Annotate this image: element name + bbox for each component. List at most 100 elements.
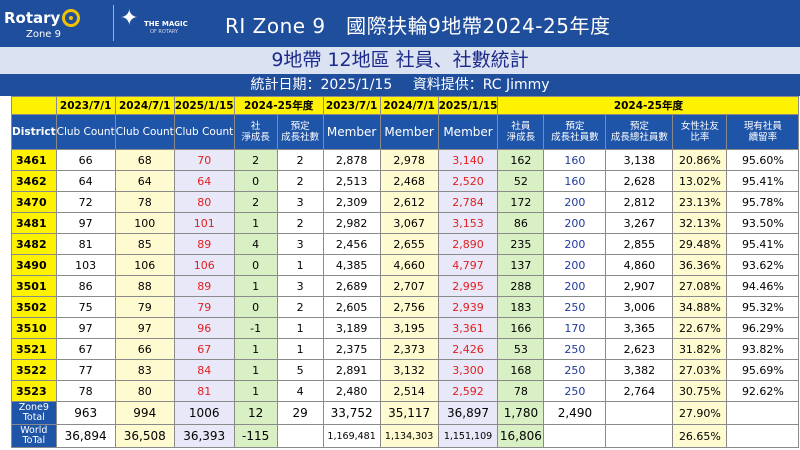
clubs-2024-cell: 79 <box>114 296 175 318</box>
female-ratio-cell: 20.86% <box>672 149 728 171</box>
header-date: 2025/1/15 <box>173 96 235 115</box>
female-ratio-cell: 27.03% <box>672 359 728 381</box>
club-net-growth-header: 社淨成長 <box>233 114 278 150</box>
clubs-2025-cell: 89 <box>173 275 235 297</box>
retention-cell: 95.60% <box>726 149 800 171</box>
table-row: 3510 97 97 96 -1 1 3,189 3,195 3,361 166 170 3,365 2… <box>11 317 800 339</box>
retention-cell: 96.29% <box>726 317 800 339</box>
female-ratio-header: 女性社友 比率 <box>672 114 728 150</box>
members-2023-cell: 4,385 <box>322 254 381 276</box>
zone-total-blank <box>605 401 674 425</box>
rotary-logo-zone: Zone 9 <box>26 29 61 40</box>
club-net-cell: 0 <box>233 170 278 192</box>
data-source: 資料提供：RC Jimmy <box>412 77 550 93</box>
table-row: 3482 81 85 89 4 3 2,456 2,655 2,890 235 200 2,855 29… <box>11 233 800 255</box>
members-2024-cell: 2,707 <box>379 275 439 297</box>
stats-table: 2023/7/1 2024/7/1 2025/1/15 2024-25年度 20… <box>11 96 800 448</box>
district-cell: 3510 <box>11 317 57 339</box>
world-total-blank <box>543 424 607 448</box>
members-2024-cell: 2,514 <box>379 380 439 402</box>
clubs-2023-cell: 97 <box>55 212 116 234</box>
clubs-2025-cell: 79 <box>173 296 235 318</box>
clubs-2025-cell: 84 <box>173 359 235 381</box>
member-target-cell: 160 <box>543 170 607 192</box>
world-total-blank <box>605 424 674 448</box>
club-target-cell: 5 <box>276 359 324 381</box>
world-total-clubs-2023: 36,894 <box>55 424 116 448</box>
world-total-row: World ToTal 36,894 36,508 36,393 -115 1,1… <box>11 424 800 448</box>
club-target-cell: 3 <box>276 275 324 297</box>
clubs-2025-cell: 67 <box>173 338 235 360</box>
member-net-cell: 235 <box>497 233 545 255</box>
member-total-target-cell: 2,855 <box>605 233 674 255</box>
retention-cell: 93.82% <box>726 338 800 360</box>
members-2025-cell: 4,797 <box>437 254 499 276</box>
members-2023-cell: 2,456 <box>322 233 381 255</box>
member-header: Member <box>322 114 381 150</box>
member-net-cell: 86 <box>497 212 545 234</box>
member-target-cell: 250 <box>543 359 607 381</box>
district-header: District <box>11 114 57 150</box>
member-total-target-cell: 3,382 <box>605 359 674 381</box>
members-2023-cell: 2,513 <box>322 170 381 192</box>
club-net-cell: 1 <box>233 380 278 402</box>
member-total-target-cell: 3,138 <box>605 149 674 171</box>
table-body: 3461 66 68 70 2 2 2,878 2,978 3,140 162 160 3,138 20… <box>11 149 800 402</box>
clubs-2025-cell: 64 <box>173 170 235 192</box>
member-target-header: 預定 成長社員數 <box>543 114 607 150</box>
district-cell: 3501 <box>11 275 57 297</box>
magic-logo-text: THE MAGIC <box>144 20 188 28</box>
clubs-2023-cell: 75 <box>55 296 116 318</box>
table-row: 3523 78 80 81 1 4 2,480 2,514 2,592 78 250 2,764 30.… <box>11 380 800 402</box>
header-banner: Rotary Zone 9 ✦ THE MAGIC OF ROTARY RI Z… <box>0 0 800 47</box>
members-2024-cell: 2,756 <box>379 296 439 318</box>
members-2023-cell: 2,689 <box>322 275 381 297</box>
members-2023-cell: 2,891 <box>322 359 381 381</box>
member-net-cell: 183 <box>497 296 545 318</box>
club-net-cell: 2 <box>233 191 278 213</box>
club-net-cell: 0 <box>233 254 278 276</box>
clubs-2024-cell: 64 <box>114 170 175 192</box>
clubs-2025-cell: 96 <box>173 317 235 339</box>
club-target-cell: 2 <box>276 296 324 318</box>
zone-total-clubs-2025: 1006 <box>173 401 235 425</box>
world-total-blank <box>276 424 324 448</box>
club-target-cell: 4 <box>276 380 324 402</box>
zone-total-members-2024: 35,117 <box>379 401 439 425</box>
members-2024-cell: 2,655 <box>379 233 439 255</box>
retention-cell: 93.62% <box>726 254 800 276</box>
member-target-cell: 200 <box>543 233 607 255</box>
district-cell: 3522 <box>11 359 57 381</box>
female-ratio-cell: 23.13% <box>672 191 728 213</box>
clubs-2024-cell: 66 <box>114 338 175 360</box>
district-cell: 3470 <box>11 191 57 213</box>
clubs-2023-cell: 67 <box>55 338 116 360</box>
table-row: 3481 97 100 101 1 2 2,982 3,067 3,153 86 200 3,267 3… <box>11 212 800 234</box>
member-net-cell: 168 <box>497 359 545 381</box>
members-2025-cell: 2,520 <box>437 170 499 192</box>
retention-cell: 95.41% <box>726 233 800 255</box>
members-2024-cell: 2,468 <box>379 170 439 192</box>
club-net-cell: 1 <box>233 359 278 381</box>
members-2023-cell: 2,605 <box>322 296 381 318</box>
clubs-2024-cell: 100 <box>114 212 175 234</box>
member-target-cell: 250 <box>543 380 607 402</box>
header-year: 2024-25年度 <box>497 96 800 115</box>
header-date: 2023/7/1 <box>55 96 116 115</box>
world-total-label: World ToTal <box>11 424 57 448</box>
club-net-cell: 0 <box>233 296 278 318</box>
members-2024-cell: 3,195 <box>379 317 439 339</box>
table-row: 3470 72 78 80 2 3 2,309 2,612 2,784 172 200 2,812 23… <box>11 191 800 213</box>
female-ratio-cell: 30.75% <box>672 380 728 402</box>
header-year: 2024-25年度 <box>233 96 324 115</box>
female-ratio-cell: 22.67% <box>672 317 728 339</box>
world-total-members-2025: 1,151,109 <box>437 424 499 448</box>
members-2023-cell: 2,480 <box>322 380 381 402</box>
clubs-2025-cell: 106 <box>173 254 235 276</box>
district-cell: 3481 <box>11 212 57 234</box>
female-ratio-cell: 29.48% <box>672 233 728 255</box>
club-net-cell: 1 <box>233 275 278 297</box>
zone-total-female-ratio: 27.90% <box>672 401 728 425</box>
zone-total-club-target: 29 <box>276 401 324 425</box>
members-2025-cell: 2,426 <box>437 338 499 360</box>
